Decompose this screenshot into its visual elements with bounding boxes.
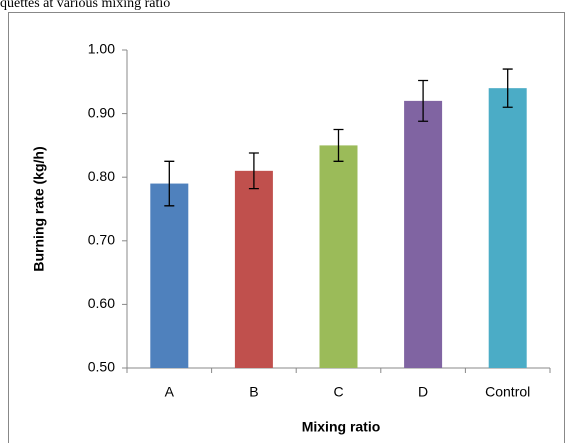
x-axis-title: Mixing ratio bbox=[302, 419, 381, 435]
bar bbox=[488, 88, 527, 368]
x-tick-label: B bbox=[249, 384, 258, 400]
error-bar bbox=[333, 128, 344, 162]
bar bbox=[404, 100, 443, 368]
error-bar bbox=[418, 79, 429, 122]
error-bar bbox=[502, 68, 513, 108]
x-tick-label: C bbox=[333, 384, 343, 400]
y-tick-label: 0.80 bbox=[88, 168, 115, 184]
bar bbox=[234, 170, 273, 368]
x-tick-label: A bbox=[165, 384, 175, 400]
y-tick-label: 1.00 bbox=[88, 41, 115, 57]
bar bbox=[150, 183, 189, 368]
y-tick-label: 0.70 bbox=[88, 232, 115, 248]
chart-title: quettes at various mixing ratio bbox=[0, 0, 170, 11]
error-bar bbox=[248, 152, 259, 190]
y-tick-label: 0.50 bbox=[88, 359, 115, 375]
error-bar bbox=[164, 160, 175, 207]
bar bbox=[319, 145, 358, 368]
y-axis-title: Burning rate (kg/h) bbox=[31, 146, 47, 271]
x-tick-label: Control bbox=[485, 384, 530, 400]
y-tick-label: 0.90 bbox=[88, 104, 115, 120]
chart-border bbox=[8, 12, 565, 443]
x-tick-label: D bbox=[418, 384, 428, 400]
y-tick-label: 0.60 bbox=[88, 295, 115, 311]
